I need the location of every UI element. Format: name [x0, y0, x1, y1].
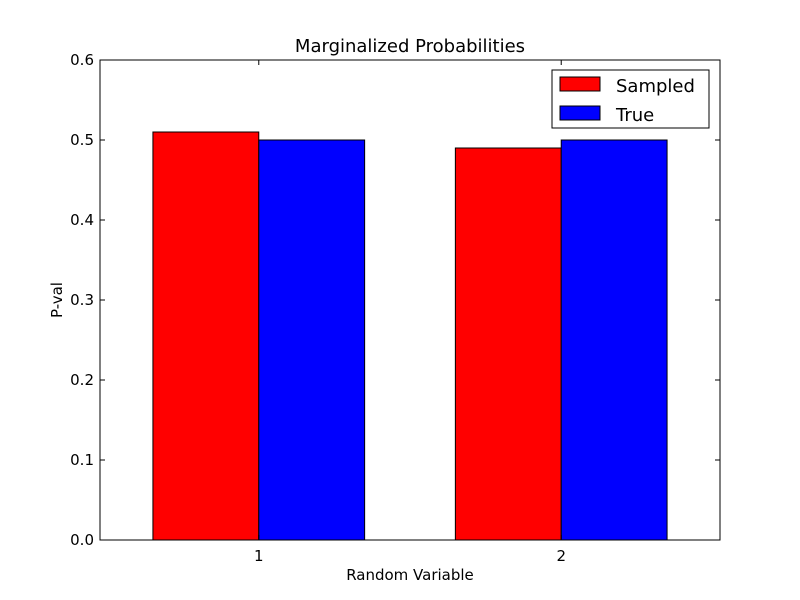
legend: Sampled True [551, 69, 710, 129]
y-tick-label: 0.0 [70, 531, 94, 549]
legend-swatch-sampled [559, 76, 601, 92]
legend-label-true: True [615, 105, 654, 126]
bar-sampled-1 [152, 131, 260, 541]
legend-swatch-true [559, 105, 601, 121]
y-axis-label: P-val [48, 282, 66, 318]
bar-true-1 [258, 139, 366, 541]
y-tick-label: 0.1 [70, 451, 94, 469]
y-tick-label: 0.4 [70, 211, 94, 229]
x-axis-label: Random Variable [346, 566, 474, 584]
y-tick-label: 0.2 [70, 371, 94, 389]
x-tick-label: 2 [556, 547, 566, 565]
bar-true-2 [560, 139, 668, 541]
bars-layer [152, 131, 668, 541]
y-tick-label: 0.5 [70, 131, 94, 149]
legend-label-sampled: Sampled [616, 76, 695, 97]
chart-title: Marginalized Probabilities [295, 36, 525, 57]
y-axis-ticks: 0.0 0.1 0.2 0.3 0.4 0.5 0.6 [70, 51, 720, 549]
y-tick-label: 0.6 [70, 51, 94, 69]
x-tick-label: 1 [254, 547, 264, 565]
bar-sampled-2 [454, 147, 562, 541]
y-tick-label: 0.3 [70, 291, 94, 309]
